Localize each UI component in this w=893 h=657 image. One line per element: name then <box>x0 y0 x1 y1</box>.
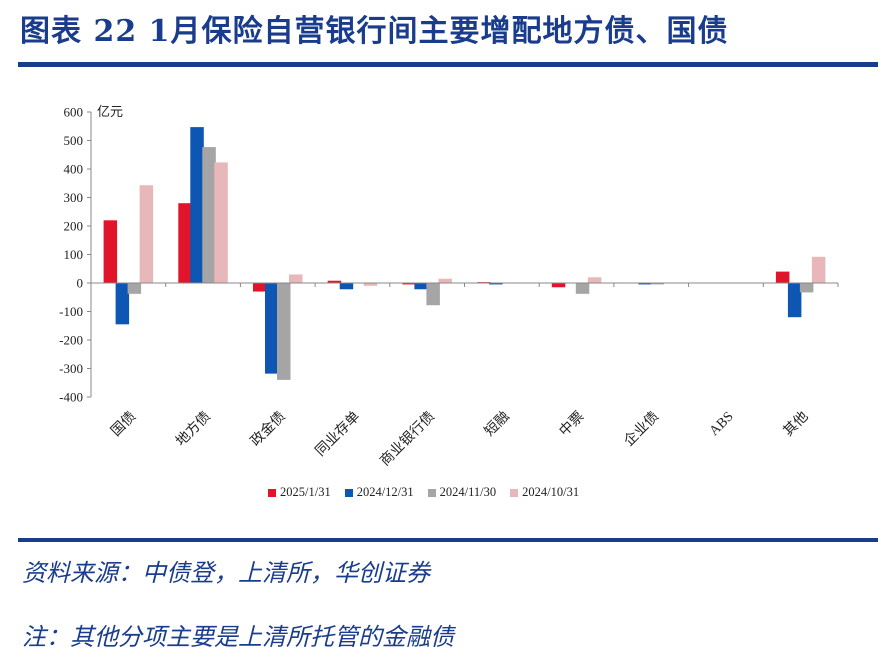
y-tick-label: -200 <box>59 333 83 348</box>
legend-label: 2024/12/31 <box>356 485 414 499</box>
y-tick-label: 600 <box>64 105 84 120</box>
bar <box>438 278 452 283</box>
x-category-label: ABS <box>707 409 737 439</box>
x-category-label: 短融 <box>482 409 513 440</box>
bar <box>650 283 664 285</box>
bar <box>327 280 342 283</box>
bar <box>489 283 503 285</box>
legend-item: 2024/12/31 <box>344 485 414 500</box>
bar <box>402 283 416 285</box>
bar <box>115 283 130 325</box>
y-unit-label: 亿元 <box>97 104 123 119</box>
bar <box>787 283 802 318</box>
chart-legend: 2025/1/31 2024/12/31 2024/11/30 2024/10/… <box>268 485 579 500</box>
legend-swatch <box>268 488 276 497</box>
y-tick-label: 400 <box>64 162 84 177</box>
y-tick-label: -300 <box>59 361 83 376</box>
y-tick-label: 100 <box>64 247 84 262</box>
bar <box>638 283 652 285</box>
bar <box>363 283 378 286</box>
legend-swatch <box>427 488 436 497</box>
bar <box>575 283 590 294</box>
bar <box>277 283 291 380</box>
legend-item: 2024/10/31 <box>510 485 579 500</box>
bar <box>202 147 216 283</box>
bar <box>775 271 790 283</box>
source-note: 资料来源：中债登，上清所，华创证券 <box>22 559 430 587</box>
legend-item: 2024/11/30 <box>427 485 497 500</box>
legend-item: 2025/1/31 <box>268 485 331 500</box>
bar <box>414 283 428 290</box>
x-category-label: 同业存单 <box>312 409 363 460</box>
x-category-label: 国债 <box>108 409 139 440</box>
bar <box>214 162 228 283</box>
x-category-label: 商业银行债 <box>377 409 438 470</box>
legend-swatch <box>510 488 519 497</box>
bar <box>127 283 142 294</box>
legend-swatch <box>344 488 353 497</box>
legend-label: 2024/11/30 <box>439 485 497 499</box>
bar <box>139 185 154 283</box>
bar <box>289 274 303 283</box>
x-category-label: 政金债 <box>248 409 289 450</box>
y-tick-label: -100 <box>59 304 83 319</box>
y-tick-label: 500 <box>64 133 84 148</box>
x-category-label: 其他 <box>780 409 811 440</box>
bar <box>587 277 602 283</box>
bar <box>799 283 814 293</box>
legend-label: 2024/10/31 <box>522 485 580 499</box>
y-tick-label: 200 <box>64 219 84 234</box>
x-category-label: 企业债 <box>620 408 662 450</box>
footer-divider <box>18 538 878 542</box>
bar <box>265 283 279 374</box>
legend-label: 2025/1/31 <box>280 485 331 499</box>
bar <box>339 283 354 290</box>
footnote: 注：其他分项主要是上清所托管的金融债 <box>22 623 454 651</box>
x-category-label: 中票 <box>556 409 587 440</box>
title-divider <box>18 62 878 67</box>
bar <box>811 256 826 283</box>
bar <box>178 203 192 283</box>
bar <box>103 220 118 283</box>
bar <box>190 127 204 283</box>
y-tick-label: -400 <box>59 390 83 405</box>
y-tick-label: 300 <box>64 190 84 205</box>
x-category-label: 地方债 <box>173 409 214 450</box>
y-tick-label: 0 <box>77 276 84 291</box>
chart-title: 图表 22 1月保险自营银行间主要增配地方债、国债 <box>20 14 729 49</box>
bar <box>253 283 267 292</box>
bar <box>551 283 566 288</box>
bar <box>426 283 440 306</box>
